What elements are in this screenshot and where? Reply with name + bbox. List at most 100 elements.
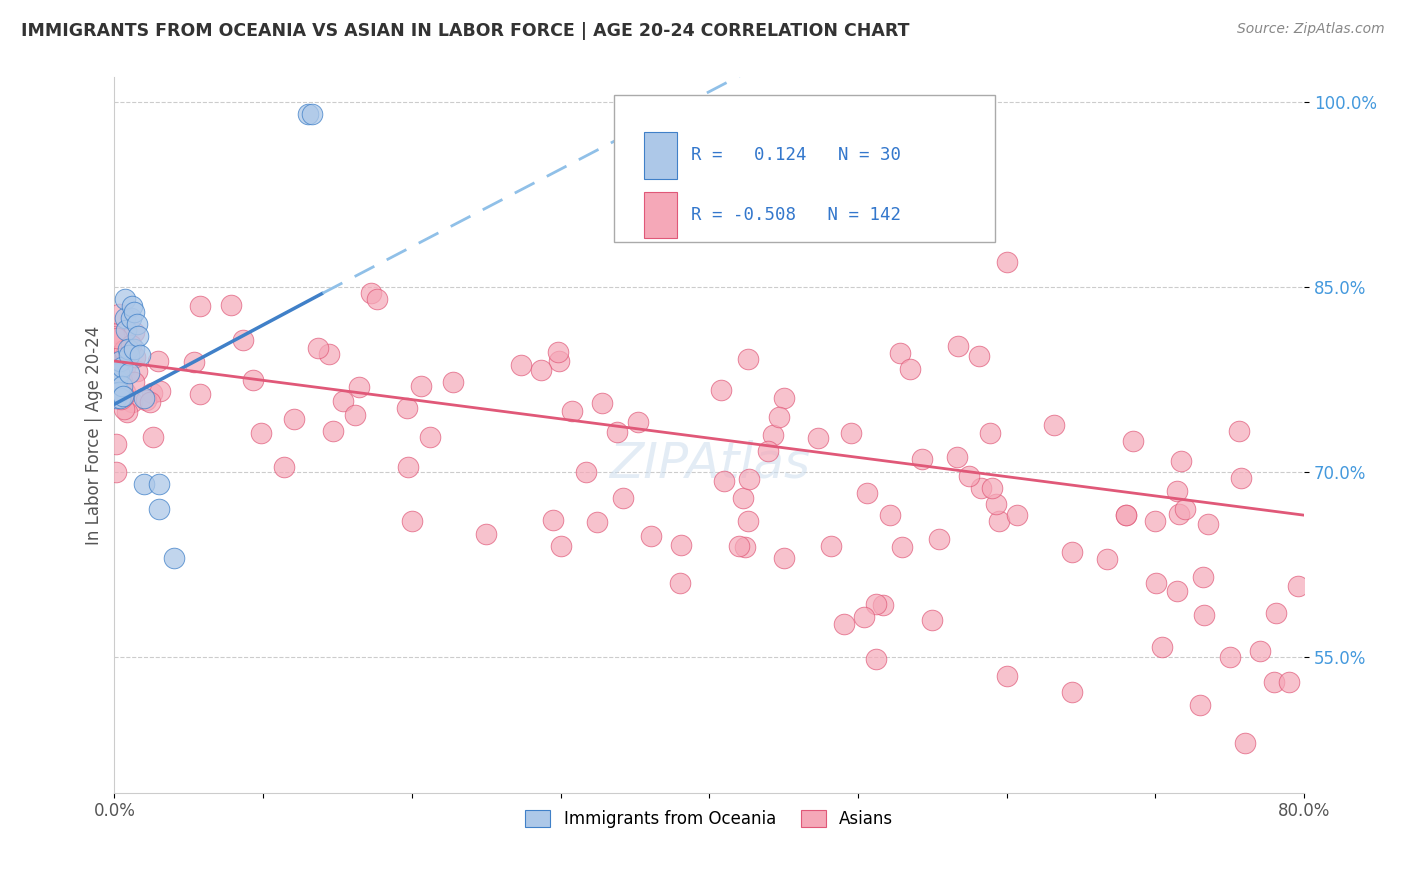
Point xyxy=(668,576,690,591)
Point xyxy=(242,373,264,387)
Point xyxy=(561,404,583,418)
Point xyxy=(114,359,136,374)
Point xyxy=(125,317,148,331)
Point xyxy=(1166,583,1188,598)
Point xyxy=(148,502,170,516)
Point xyxy=(889,346,911,360)
Point xyxy=(671,538,693,552)
FancyBboxPatch shape xyxy=(644,192,678,238)
Point xyxy=(832,617,855,632)
Point xyxy=(108,367,131,381)
Point xyxy=(120,310,142,325)
Point xyxy=(1264,606,1286,620)
Point xyxy=(104,329,127,343)
Point xyxy=(366,292,388,306)
Point xyxy=(713,474,735,488)
Point xyxy=(605,425,627,439)
Y-axis label: In Labor Force | Age 20-24: In Labor Force | Age 20-24 xyxy=(86,326,103,545)
Point xyxy=(118,367,141,381)
Point xyxy=(928,532,950,546)
Point xyxy=(110,354,132,368)
Point xyxy=(853,609,876,624)
Point xyxy=(1286,579,1309,593)
Point xyxy=(1188,698,1211,712)
Point xyxy=(820,539,842,553)
Point xyxy=(768,409,790,424)
Point xyxy=(640,529,662,543)
Point xyxy=(762,428,785,442)
Point xyxy=(104,343,127,358)
Point xyxy=(283,412,305,426)
Point xyxy=(737,351,759,366)
Point xyxy=(120,338,142,352)
Point xyxy=(104,391,127,405)
Point xyxy=(772,551,794,566)
Point xyxy=(111,374,134,388)
Point xyxy=(112,401,135,416)
Point xyxy=(475,526,498,541)
Point xyxy=(122,304,145,318)
Text: ZIPAtlas: ZIPAtlas xyxy=(609,440,810,488)
Point xyxy=(807,431,830,445)
Point xyxy=(134,477,156,491)
Point xyxy=(108,368,131,382)
Point xyxy=(1005,508,1028,523)
Point xyxy=(1144,576,1167,591)
Point xyxy=(911,451,934,466)
Point xyxy=(995,255,1018,269)
Point xyxy=(219,298,242,312)
Point xyxy=(114,389,136,403)
Text: Source: ZipAtlas.com: Source: ZipAtlas.com xyxy=(1237,22,1385,37)
Point xyxy=(1249,644,1271,658)
Point xyxy=(163,551,186,566)
Point xyxy=(995,668,1018,682)
Point xyxy=(980,481,1002,495)
Point xyxy=(734,540,756,554)
Point xyxy=(318,347,340,361)
Point xyxy=(946,450,969,464)
Point xyxy=(396,401,419,415)
Point xyxy=(855,486,877,500)
Point xyxy=(891,540,914,554)
Point xyxy=(124,376,146,390)
Point xyxy=(970,481,993,495)
Point xyxy=(142,430,165,444)
Point xyxy=(135,393,157,408)
Point xyxy=(104,437,127,451)
Point xyxy=(105,373,128,387)
Point xyxy=(575,465,598,479)
Point xyxy=(110,378,132,392)
Point xyxy=(872,598,894,612)
Point xyxy=(737,514,759,528)
Point xyxy=(332,393,354,408)
Point xyxy=(865,597,887,611)
Point xyxy=(122,342,145,356)
Point xyxy=(627,415,650,429)
Point xyxy=(1198,516,1220,531)
Text: IMMIGRANTS FROM OCEANIA VS ASIAN IN LABOR FORCE | AGE 20-24 CORRELATION CHART: IMMIGRANTS FROM OCEANIA VS ASIAN IN LABO… xyxy=(21,22,910,40)
Point xyxy=(121,395,143,409)
Point xyxy=(112,343,135,358)
Point xyxy=(301,107,323,121)
Point xyxy=(322,424,344,438)
Point xyxy=(105,331,128,345)
Legend: Immigrants from Oceania, Asians: Immigrants from Oceania, Asians xyxy=(519,803,900,834)
Point xyxy=(146,353,169,368)
Point xyxy=(547,345,569,359)
Point xyxy=(839,425,862,440)
Point xyxy=(105,373,128,387)
Point xyxy=(1115,508,1137,523)
Point xyxy=(1043,418,1066,433)
Point xyxy=(125,364,148,378)
Point xyxy=(344,408,367,422)
Point xyxy=(1152,640,1174,654)
Point xyxy=(1174,502,1197,516)
Point xyxy=(1115,508,1137,523)
Point xyxy=(124,351,146,365)
Point xyxy=(547,354,569,368)
Point xyxy=(591,396,613,410)
Point xyxy=(112,388,135,402)
Point xyxy=(115,404,138,418)
FancyBboxPatch shape xyxy=(614,95,995,242)
Point xyxy=(1230,471,1253,485)
